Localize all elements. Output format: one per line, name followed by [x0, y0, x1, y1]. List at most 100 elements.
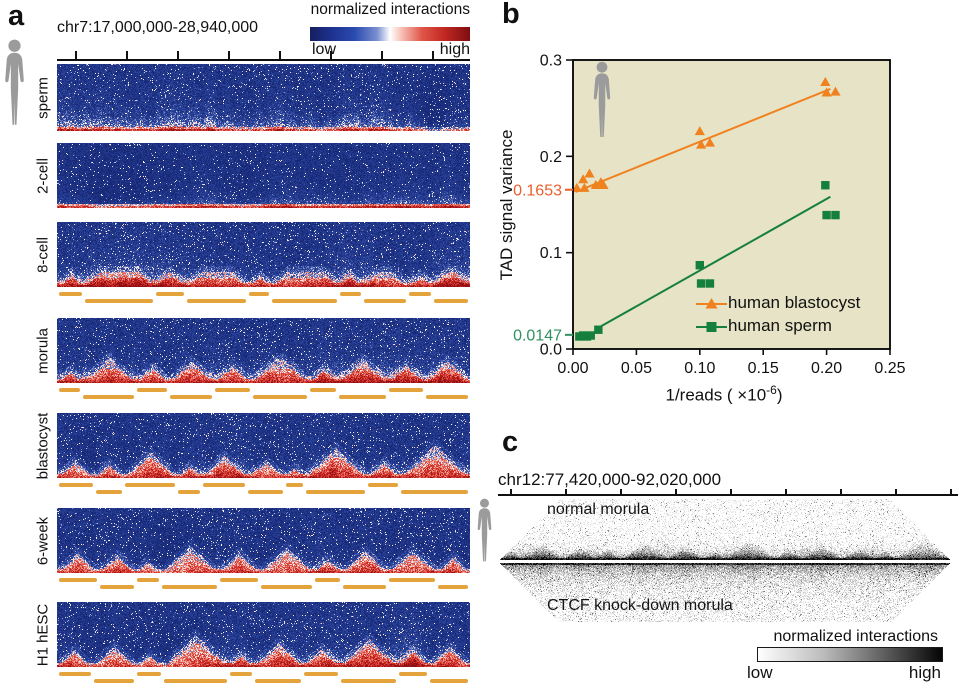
tad-bar [136, 388, 167, 392]
ruler-tick [228, 51, 231, 59]
tad-bar [260, 585, 312, 589]
x-tick-label: 0.25 [874, 360, 905, 377]
panel-c-region-title: chr12:77,420,000-92,020,000 [498, 470, 722, 489]
data-point-0 [830, 86, 841, 96]
data-point-1 [831, 210, 840, 220]
hic-heatmap-2-cell [57, 143, 470, 208]
row-label-morula: morula [34, 327, 52, 374]
tad-bar [178, 490, 201, 494]
hic-heatmap-6-week [57, 508, 470, 573]
tad-domain-bars-h1-hesc [57, 672, 470, 684]
tad-variance-chart: 0.00 0.05 0.10 0.15 0.20 0.25 0.0 0.1 0.2 0.3 0.16… [513, 53, 906, 378]
plot-border [572, 59, 891, 350]
tad-domain-bars-blastocyst [57, 483, 470, 495]
y-tick-label: 0.2 [540, 149, 562, 166]
annotation-label: 0.0147 [513, 327, 562, 344]
tad-bar [58, 388, 81, 392]
tad-bar [388, 578, 436, 582]
panel-a-letter: a [8, 0, 25, 32]
tad-bar [58, 672, 91, 676]
y-tick-label: 0.3 [540, 53, 562, 70]
data-point-0 [578, 174, 589, 184]
chart-y-axis-label: TAD signal variance [497, 129, 516, 281]
tad-bar [438, 585, 469, 589]
tad-bar [430, 679, 469, 683]
tad-bar [155, 292, 185, 296]
tad-bar [136, 578, 159, 582]
panel-a-colorbar [310, 27, 470, 41]
hic-heatmap-8-cell [57, 222, 470, 287]
tad-bar [215, 388, 250, 392]
chart-x-axis-label: 1/reads ( ×10-6) [666, 383, 783, 406]
normal-morula-label: normal morula [547, 501, 650, 518]
square-marker-icon [696, 321, 727, 332]
tad-bar [95, 490, 122, 494]
ruler-tick [126, 51, 129, 59]
ctcf-knockdown-label: CTCF knock-down morula [547, 597, 733, 614]
hic-heatmap-h1-hesc [57, 602, 470, 667]
row-label-8-cell: 8-cell [34, 236, 52, 273]
hic-heatmap-ctcf-knockdown-morula [500, 563, 950, 622]
tad-bar [401, 490, 469, 494]
ruler-tick [381, 51, 384, 59]
tad-bar [248, 490, 283, 494]
ruler-tick [75, 51, 78, 59]
hic-heatmap-morula [57, 318, 470, 383]
x-label-pre: 1/reads ( ×10 [665, 385, 767, 405]
data-point-0 [579, 182, 590, 192]
tad-bar [368, 483, 399, 487]
tad-bar [170, 395, 213, 399]
ruler-tick [619, 489, 622, 494]
ruler-tick [279, 51, 282, 59]
data-point-0 [695, 139, 707, 149]
panel-c-colorbar-title: normalized interactions [773, 628, 938, 645]
tad-bar [93, 679, 134, 683]
y-tick-label: 0.0 [540, 342, 562, 359]
data-point-0 [820, 76, 831, 86]
x-tick-label: 0.15 [748, 360, 779, 377]
row-label-blastocyst: blastocyst [34, 412, 52, 479]
tad-bar [254, 679, 302, 683]
tad-bar [341, 679, 397, 683]
tad-bar [433, 299, 469, 303]
human-silhouette-icon [589, 61, 615, 139]
trend-line-1 [597, 195, 831, 329]
panel-a-colorbar-low: low [312, 41, 337, 58]
panel-c-colorbar [757, 647, 943, 662]
tad-bar [136, 672, 161, 676]
hic-heatmap-blastocyst [57, 413, 470, 478]
data-point-1 [586, 331, 595, 340]
panel-c-colorbar-high: high [908, 663, 941, 682]
human-silhouette-icon [470, 498, 499, 563]
ruler-tick [895, 489, 898, 494]
ruler-tick [564, 489, 567, 494]
ruler-tick [840, 489, 843, 494]
tad-bar [58, 292, 83, 296]
tad-bar [252, 395, 308, 399]
tad-bar [388, 388, 424, 392]
tad-bar [219, 578, 258, 582]
row-label-sperm: sperm [34, 76, 52, 119]
ruler-tick [509, 489, 512, 494]
tad-bar [161, 585, 217, 589]
tad-bar [306, 490, 366, 494]
tad-bar [272, 299, 337, 303]
x-tick-label: 0.20 [811, 360, 842, 377]
x-label-exponent: -6 [766, 383, 777, 397]
data-point-1 [696, 279, 706, 288]
legend-row-sperm: human sperm [696, 316, 860, 336]
tad-bar [339, 292, 361, 296]
trend-line-0 [575, 87, 831, 193]
panel-c-letter: c [502, 426, 519, 458]
tad-bar [399, 672, 428, 676]
ruler-tick [432, 51, 435, 59]
tad-bar [58, 578, 97, 582]
ruler-tick [730, 489, 733, 494]
legend-label-sperm: human sperm [728, 316, 832, 335]
data-point-0 [704, 137, 716, 147]
panel-a-colorbar-title: normalized interactions [310, 1, 470, 18]
ruler-tick [950, 489, 953, 494]
tad-bar [249, 292, 270, 296]
tad-bar [187, 299, 247, 303]
tad-bar [99, 585, 134, 589]
